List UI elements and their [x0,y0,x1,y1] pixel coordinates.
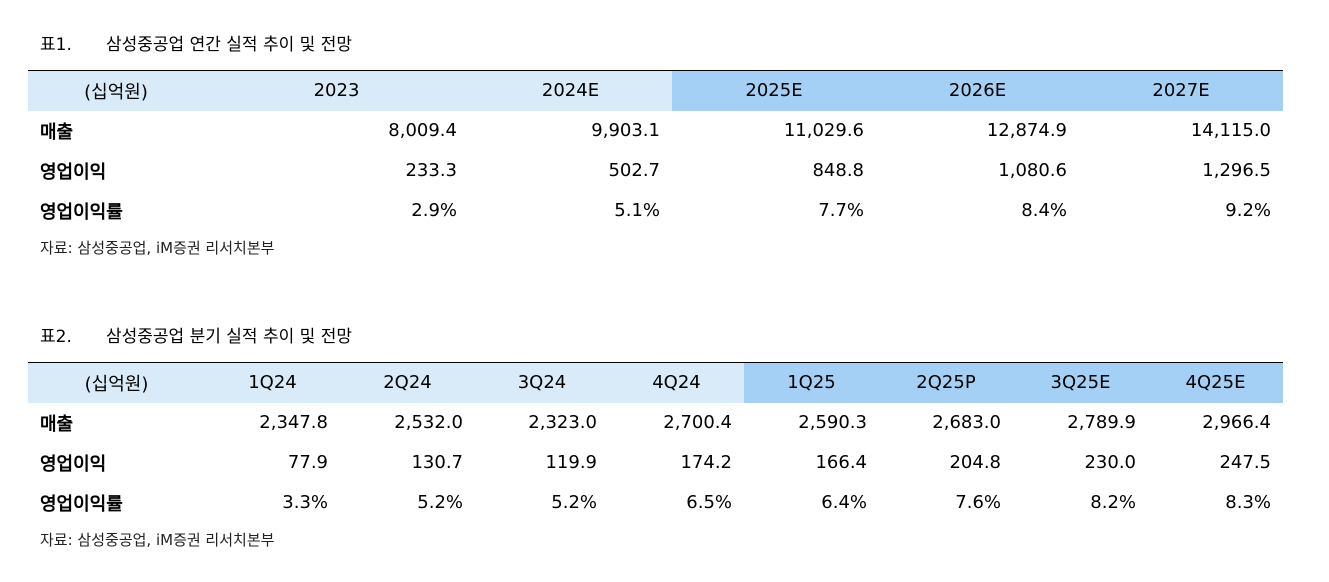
table-cell: 2,323.0 [528,412,597,433]
table2-unit-header: (십억원) [28,362,205,403]
table2-title: 삼성중공업 분기 실적 추이 및 전망 [106,327,352,347]
table2-caption: 표2. 삼성중공업 분기 실적 추이 및 전망 [28,324,1283,350]
table-cell: 174.2 [680,452,732,473]
table2-col-header-forecast: 4Q25E [1148,362,1283,403]
table-cell: 3.3% [282,492,328,513]
table1-source-note: 자료: 삼성중공업, iM증권 리서치본부 [40,238,275,257]
row-label: 영업이익 [40,161,107,183]
table-cell: 9,903.1 [591,120,660,141]
table-cell: 5.2% [417,492,463,513]
table-cell: 2,590.3 [798,412,867,433]
annual-results-table: (십억원) 2023 2024E 2025E 2026E 2027E 매출 8,… [28,70,1283,231]
table-cell: 130.7 [411,452,463,473]
table-row: 매출 2,347.8 2,532.0 2,323.0 2,700.4 2,590… [28,403,1283,443]
table1-col-header: 2024E [469,70,672,111]
table2-col-header-forecast: 1Q25 [744,362,879,403]
table-row: 영업이익 77.9 130.7 119.9 174.2 166.4 204.8 … [28,443,1283,483]
table-cell: 166.4 [815,452,867,473]
table-cell: 2,789.9 [1067,412,1136,433]
table-cell: 8.2% [1090,492,1136,513]
table1-col-header-forecast: 2026E [876,70,1079,111]
table-cell: 77.9 [287,452,328,473]
row-label: 매출 [40,121,74,143]
table-cell: 8,009.4 [388,120,457,141]
table-cell: 11,029.6 [783,120,864,141]
table1-header-row: (십억원) 2023 2024E 2025E 2026E 2027E [28,70,1283,111]
table-row: 영업이익률 2.9% 5.1% 7.7% 8.4% 9.2% [28,191,1283,231]
table-cell: 5.2% [551,492,597,513]
table-cell: 247.5 [1219,452,1271,473]
annual-results-section: 표1. 삼성중공업 연간 실적 추이 및 전망 (십억원) 2023 2024E … [28,32,1283,259]
quarterly-results-section: 표2. 삼성중공업 분기 실적 추이 및 전망 (십억원) 1Q24 2Q24 3… [28,324,1283,551]
table2-col-header: 3Q24 [475,362,609,403]
table2-col-header: 1Q24 [205,362,340,403]
table1-label: 표1. [40,35,72,55]
table2-col-header-forecast: 2Q25P [879,362,1013,403]
table-cell: 8.4% [1021,200,1067,221]
table-cell: 6.5% [686,492,732,513]
table1-unit-header: (십억원) [28,70,204,111]
table-row: 영업이익률 3.3% 5.2% 5.2% 6.5% 6.4% 7.6% 8.2%… [28,483,1283,523]
table1-title: 삼성중공업 연간 실적 추이 및 전망 [106,35,352,55]
table-cell: 119.9 [545,452,597,473]
table1-caption: 표1. 삼성중공업 연간 실적 추이 및 전망 [28,32,1283,58]
row-label: 영업이익률 [40,201,123,223]
table-cell: 2,532.0 [394,412,463,433]
table-cell: 2.9% [411,200,457,221]
table-cell: 2,347.8 [259,412,328,433]
table-row: 매출 8,009.4 9,903.1 11,029.6 12,874.9 14,… [28,111,1283,151]
table-cell: 204.8 [949,452,1001,473]
table-cell: 2,683.0 [932,412,1001,433]
table-cell: 7.6% [955,492,1001,513]
table-cell: 502.7 [608,160,660,181]
table-cell: 230.0 [1084,452,1136,473]
table1-col-header-forecast: 2025E [672,70,876,111]
table2-header-row: (십억원) 1Q24 2Q24 3Q24 4Q24 1Q25 2Q25P 3Q2… [28,362,1283,403]
table1-col-header: 2023 [204,70,469,111]
table-cell: 5.1% [614,200,660,221]
table-cell: 233.3 [405,160,457,181]
table-cell: 1,296.5 [1202,160,1271,181]
row-label: 영업이익 [40,453,107,475]
table2-col-header: 2Q24 [340,362,475,403]
table2-col-header: 4Q24 [609,362,744,403]
table-cell: 12,874.9 [986,120,1067,141]
quarterly-results-table: (십억원) 1Q24 2Q24 3Q24 4Q24 1Q25 2Q25P 3Q2… [28,362,1283,523]
table-cell: 8.3% [1225,492,1271,513]
table-cell: 14,115.0 [1190,120,1271,141]
table-cell: 6.4% [821,492,867,513]
row-label: 매출 [40,413,74,435]
table2-label: 표2. [40,327,72,347]
table-cell: 7.7% [818,200,864,221]
table-cell: 9.2% [1225,200,1271,221]
row-label: 영업이익률 [40,493,123,515]
table-cell: 848.8 [812,160,864,181]
table-cell: 2,966.4 [1202,412,1271,433]
table-cell: 2,700.4 [663,412,732,433]
table1-col-header-forecast: 2027E [1079,70,1283,111]
table2-col-header-forecast: 3Q25E [1013,362,1148,403]
table-row: 영업이익 233.3 502.7 848.8 1,080.6 1,296.5 [28,151,1283,191]
table2-source-note: 자료: 삼성중공업, iM증권 리서치본부 [40,530,275,549]
table-cell: 1,080.6 [998,160,1067,181]
